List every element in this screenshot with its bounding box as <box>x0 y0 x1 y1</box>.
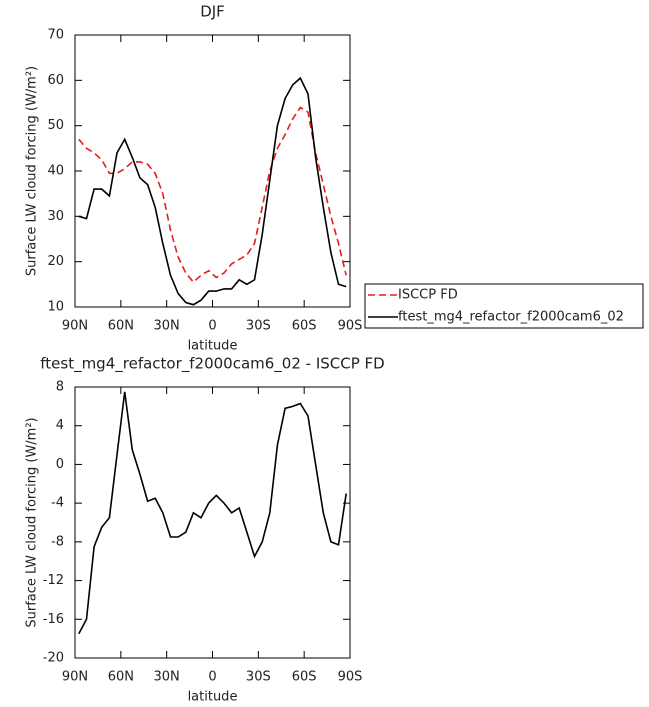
y-tick-label: -20 <box>43 651 64 666</box>
data-line <box>78 391 347 635</box>
y-axis-label: Surface LW cloud forcing (W/m²) <box>25 66 40 276</box>
x-tick-label: 30S <box>246 319 271 334</box>
x-tick-label: 90S <box>338 670 363 685</box>
x-tick-label: 90N <box>62 670 88 685</box>
x-tick-label: 60N <box>108 319 134 334</box>
y-tick-label: -12 <box>43 573 64 588</box>
x-axis-label: latitude <box>188 690 238 705</box>
chart-title: ftest_mg4_refactor_f2000cam6_02 - ISCCP … <box>40 355 384 374</box>
y-tick-label: 60 <box>47 73 64 88</box>
y-tick-label: 30 <box>47 209 64 224</box>
y-tick-label: 50 <box>47 118 64 133</box>
x-tick-label: 60S <box>292 319 317 334</box>
y-tick-label: -4 <box>51 496 64 511</box>
y-tick-label: 20 <box>47 254 64 269</box>
x-axis-label: latitude <box>188 339 238 354</box>
y-tick-label: 8 <box>56 380 64 395</box>
y-tick-label: -16 <box>43 612 64 627</box>
data-line <box>78 76 347 306</box>
y-tick-label: 70 <box>47 28 64 43</box>
y-tick-label: 40 <box>47 164 64 179</box>
x-tick-label: 0 <box>208 319 216 334</box>
data-line <box>78 106 347 284</box>
x-tick-label: 30S <box>246 670 271 685</box>
y-tick-label: -8 <box>51 534 64 549</box>
x-tick-label: 0 <box>208 670 216 685</box>
plot-frame <box>74 386 351 659</box>
y-axis-label: Surface LW cloud forcing (W/m²) <box>25 417 40 627</box>
x-tick-label: 30N <box>154 670 180 685</box>
legend-box <box>364 283 644 329</box>
y-tick-label: 4 <box>56 418 64 433</box>
legend-label: ftest_mg4_refactor_f2000cam6_02 <box>398 310 624 325</box>
x-tick-label: 60S <box>292 670 317 685</box>
x-tick-label: 90N <box>62 319 88 334</box>
chart-title: DJF <box>200 3 225 21</box>
y-tick-label: 0 <box>56 457 64 472</box>
x-tick-label: 60N <box>108 670 134 685</box>
x-tick-label: 30N <box>154 319 180 334</box>
plot-frame <box>74 34 351 308</box>
legend-label: ISCCP FD <box>398 288 458 303</box>
y-tick-label: 10 <box>47 300 64 315</box>
x-tick-label: 90S <box>338 319 363 334</box>
